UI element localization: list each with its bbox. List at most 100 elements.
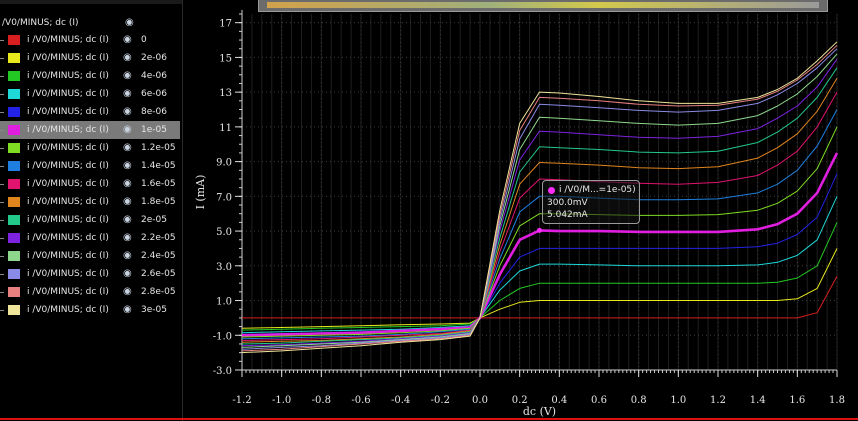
plot-area[interactable]: -1.2 -1.0 -0.8 -0.6 -0.4 -0.2 0.0 0.2 0.4 0.6 0.8 1…	[184, 0, 858, 421]
color-swatch	[8, 89, 20, 99]
series-line[interactable]	[241, 248, 838, 329]
tree-connector	[0, 220, 4, 221]
legend-item-value: 2.6e-05	[141, 269, 176, 279]
legend-top-strip	[0, 0, 182, 4]
legend-item[interactable]: i /V0/MINUS; dc (I) ◉ 1.6e-05	[0, 175, 180, 193]
series-line[interactable]	[241, 109, 838, 340]
legend-item[interactable]: i /V0/MINUS; dc (I) ◉ 1.8e-05	[0, 193, 180, 211]
tree-connector	[0, 238, 4, 239]
eye-icon[interactable]: ◉	[123, 88, 132, 99]
legend-item-label: i /V0/MINUS; dc (I)	[27, 71, 109, 81]
eye-icon[interactable]: ◉	[125, 17, 134, 28]
y-tick-label: 1.0	[216, 297, 232, 308]
axes	[235, 10, 838, 377]
legend-item-label: i /V0/MINUS; dc (I)	[27, 287, 109, 297]
legend-item[interactable]: i /V0/MINUS; dc (I) ◉ 1.4e-05	[0, 157, 180, 175]
color-swatch	[8, 197, 20, 207]
legend-item[interactable]: i /V0/MINUS; dc (I) ◉ 2e-06	[0, 49, 180, 67]
plot-toolbar[interactable]	[258, 0, 828, 12]
tree-connector	[0, 166, 4, 167]
series-line[interactable]	[241, 44, 838, 352]
tree-connector	[0, 94, 4, 95]
series-line[interactable]	[241, 53, 838, 348]
legend-item-value: 4e-06	[141, 71, 167, 81]
cursor-marker	[537, 227, 542, 233]
eye-icon[interactable]: ◉	[123, 286, 132, 297]
series-line[interactable]	[241, 41, 838, 354]
legend-item-value: 0	[141, 35, 147, 45]
tree-connector	[0, 274, 4, 275]
legend-item-value: 1.2e-05	[141, 143, 176, 153]
color-swatch	[8, 305, 20, 315]
eye-icon[interactable]: ◉	[123, 106, 132, 117]
legend-item-value: 1.4e-05	[141, 161, 176, 171]
legend-item[interactable]: i /V0/MINUS; dc (I) ◉ 8e-06	[0, 103, 180, 121]
tooltip-x-value: 300.0mV	[547, 198, 588, 208]
legend-header-label: /V0/MINUS; dc (I)	[2, 18, 79, 28]
tree-connector	[0, 76, 4, 77]
tree-connector	[0, 202, 4, 203]
x-tick-label: -1.0	[272, 395, 291, 406]
legend-item[interactable]: i /V0/MINUS; dc (I) ◉ 2e-05	[0, 211, 180, 229]
series-line[interactable]	[241, 48, 838, 350]
eye-icon[interactable]: ◉	[123, 304, 132, 315]
series-line[interactable]	[241, 58, 838, 347]
x-tick-label: 1.2	[710, 395, 726, 406]
series-line[interactable]	[241, 222, 838, 331]
series-line[interactable]	[241, 196, 838, 334]
eye-icon[interactable]: ◉	[123, 142, 132, 153]
color-swatch	[8, 107, 20, 117]
color-swatch	[8, 161, 20, 171]
series-line[interactable]	[242, 275, 838, 319]
eye-icon[interactable]: ◉	[123, 232, 132, 243]
legend-item[interactable]: i /V0/MINUS; dc (I) ◉ 1.2e-05	[0, 139, 180, 157]
legend-item-label: i /V0/MINUS; dc (I)	[27, 35, 109, 45]
eye-icon[interactable]: ◉	[123, 160, 132, 171]
legend-item[interactable]: i /V0/MINUS; dc (I) ◉ 0	[0, 31, 180, 49]
legend-item[interactable]: i /V0/MINUS; dc (I) ◉ 6e-06	[0, 85, 180, 103]
legend-item[interactable]: i /V0/MINUS; dc (I) ◉ 3e-05	[0, 301, 180, 319]
x-tick-label: 0.0	[472, 395, 488, 406]
legend-item[interactable]: i /V0/MINUS; dc (I) ◉ 2.4e-05	[0, 247, 180, 265]
x-tick-labels: -1.2 -1.0 -0.8 -0.6 -0.4 -0.2 0.0 0.2 0.4 0.6 0.8 1…	[232, 395, 845, 406]
eye-icon[interactable]: ◉	[123, 250, 132, 261]
eye-icon[interactable]: ◉	[123, 124, 132, 135]
eye-icon[interactable]: ◉	[123, 34, 132, 45]
legend-item-value: 2e-06	[141, 53, 167, 63]
y-tick-label: -1.0	[213, 331, 232, 342]
legend-item-value: 1e-05	[141, 125, 167, 135]
legend-header: /V0/MINUS; dc (I) ◉	[2, 15, 180, 31]
x-tick-label: 1.6	[789, 395, 805, 406]
legend-item-label: i /V0/MINUS; dc (I)	[27, 125, 109, 135]
y-tick-label: 17	[219, 19, 232, 30]
y-tick-label: 3.0	[216, 262, 232, 273]
eye-icon[interactable]: ◉	[123, 196, 132, 207]
legend-item[interactable]: i /V0/MINUS; dc (I) ◉ 2.8e-05	[0, 283, 180, 301]
tree-connector	[0, 292, 4, 293]
x-axis-label: dc (V)	[523, 405, 556, 418]
bottom-border	[0, 418, 858, 420]
series-line[interactable]	[241, 78, 838, 343]
legend-item-value: 2.4e-05	[141, 251, 176, 261]
legend-item[interactable]: i /V0/MINUS; dc (I) ◉ 2.2e-05	[0, 229, 180, 247]
series-line[interactable]	[241, 91, 838, 341]
marker-group	[537, 227, 542, 233]
legend-item[interactable]: i /V0/MINUS; dc (I) ◉ 1e-05	[0, 121, 180, 139]
eye-icon[interactable]: ◉	[123, 268, 132, 279]
eye-icon[interactable]: ◉	[123, 178, 132, 189]
color-swatch	[8, 125, 20, 135]
y-tick-label: 11	[219, 123, 232, 134]
eye-icon[interactable]: ◉	[123, 70, 132, 81]
x-tick-label: 1.8	[829, 395, 845, 406]
tree-connector	[0, 40, 4, 41]
x-tick-label: -0.8	[312, 395, 331, 406]
eye-icon[interactable]: ◉	[123, 52, 132, 63]
legend-item-value: 2.8e-05	[141, 287, 176, 297]
color-swatch	[8, 215, 20, 225]
series-line[interactable]	[241, 126, 838, 338]
legend-item[interactable]: i /V0/MINUS; dc (I) ◉ 4e-06	[0, 67, 180, 85]
eye-icon[interactable]: ◉	[123, 214, 132, 225]
series-line[interactable]	[241, 67, 838, 345]
legend-item[interactable]: i /V0/MINUS; dc (I) ◉ 2.6e-05	[0, 265, 180, 283]
legend-item-label: i /V0/MINUS; dc (I)	[27, 53, 109, 63]
